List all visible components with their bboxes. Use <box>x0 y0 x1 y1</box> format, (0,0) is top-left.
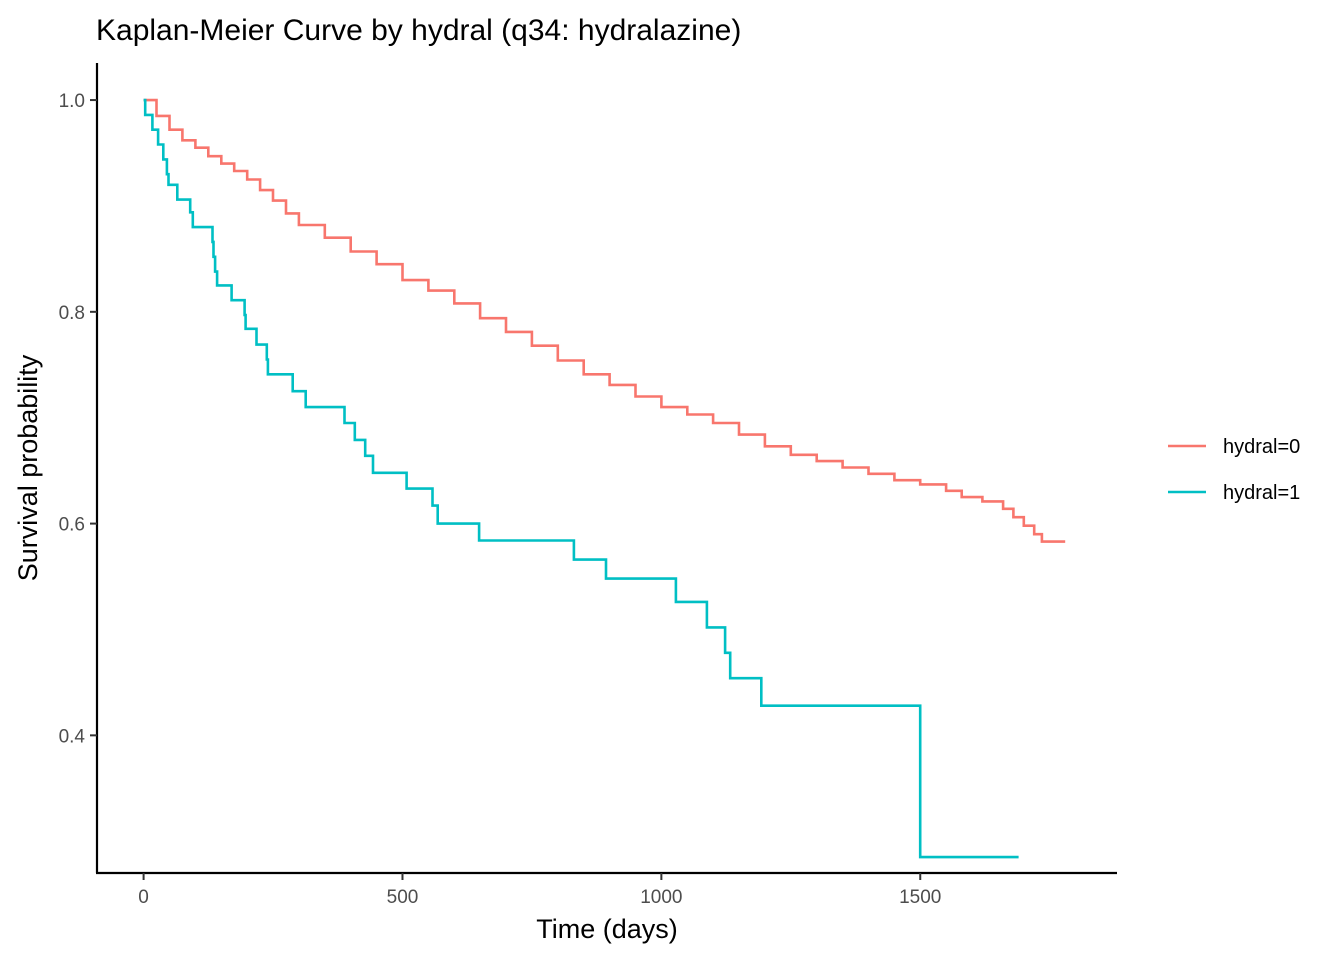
x-tick-label: 500 <box>387 887 419 908</box>
y-tick-label: 0.8 <box>59 303 85 324</box>
x-tick-label: 1500 <box>899 887 941 908</box>
series-layer <box>143 98 1066 859</box>
y-tick-label: 1.0 <box>59 91 85 112</box>
y-axis-ticks: 0.4 0.6 0.8 1.0 <box>59 91 97 747</box>
y-axis-title: Survival probability <box>13 354 43 581</box>
chart-title: Kaplan-Meier Curve by hydral (q34: hydra… <box>96 14 741 47</box>
x-tick-label: 0 <box>138 887 149 908</box>
x-tick-label: 1000 <box>640 887 682 908</box>
legend: hydral=0 hydral=1 <box>1168 436 1300 504</box>
legend-label: hydral=0 <box>1223 436 1300 458</box>
plot-area: 0 500 1000 1500 0.4 0.6 0.8 1.0 <box>59 63 1117 908</box>
legend-label: hydral=1 <box>1223 482 1300 504</box>
x-axis-ticks: 0 500 1000 1500 <box>138 873 941 908</box>
y-tick-label: 0.6 <box>59 515 85 536</box>
x-axis-title: Time (days) <box>536 914 678 944</box>
series-line-hydral=0 <box>143 98 1066 543</box>
y-tick-label: 0.4 <box>59 726 86 747</box>
series-line-hydral=1 <box>143 98 1019 859</box>
